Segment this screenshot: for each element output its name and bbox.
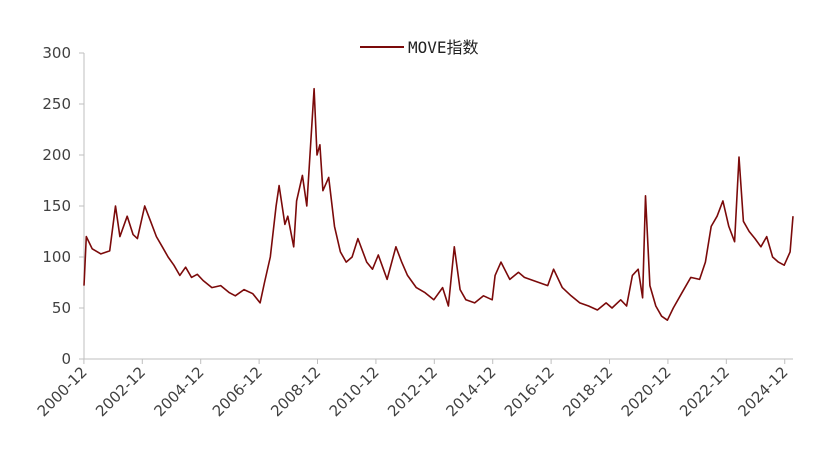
x-tick-label: 2014-12: [442, 363, 499, 420]
x-tick-label: 2020-12: [618, 363, 675, 420]
series-line-move: [83, 87, 794, 322]
y-tick-label: 0: [61, 350, 71, 368]
x-axis: 2000-12 2002-12 2004-12 2006-12 2008-12 2010-…: [34, 358, 793, 420]
x-tick-label: 2024-12: [735, 363, 792, 420]
x-tick-label: 2010-12: [326, 363, 383, 420]
x-tick-label: 2008-12: [267, 363, 324, 420]
plot-area: [83, 87, 794, 322]
legend: MOVE指数: [360, 38, 479, 57]
y-tick-label: 150: [42, 197, 71, 215]
x-tick-label: 2022-12: [676, 363, 733, 420]
x-tick-label: 2012-12: [384, 363, 441, 420]
x-tick-label: 2002-12: [92, 363, 149, 420]
x-tick-label: 2006-12: [209, 363, 266, 420]
x-tick-label: 2000-12: [34, 363, 91, 420]
x-tick-label: 2016-12: [501, 363, 558, 420]
y-tick-label: 50: [52, 299, 71, 317]
y-tick-label: 300: [42, 44, 71, 62]
y-axis: 0 50 100 150 200 250 300: [42, 44, 85, 368]
y-tick-label: 250: [42, 95, 71, 113]
legend-label-move: MOVE指数: [408, 38, 479, 57]
y-tick-label: 200: [42, 146, 71, 164]
x-tick-label: 2004-12: [150, 363, 207, 420]
x-tick-label: 2018-12: [559, 363, 616, 420]
y-tick-label: 100: [42, 248, 71, 266]
